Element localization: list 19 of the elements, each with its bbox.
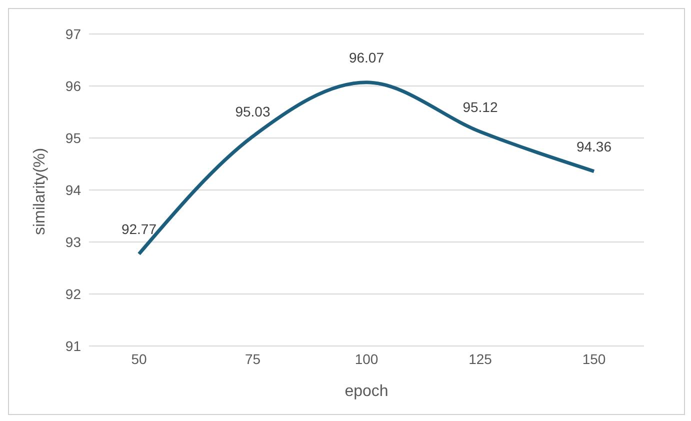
x-tick-label: 75: [244, 350, 261, 367]
data-label: 95.03: [235, 103, 270, 120]
x-tick-label: 50: [131, 350, 147, 367]
data-label: 92.77: [121, 220, 157, 237]
x-tick-label: 125: [468, 350, 492, 367]
y-tick-label: 93: [65, 234, 82, 250]
x-tick-label: 100: [354, 350, 378, 367]
y-tick-label: 92: [65, 286, 82, 302]
y-tick-label: 95: [65, 130, 82, 146]
y-tick-label: 91: [65, 338, 82, 354]
x-tick-label: 150: [582, 350, 606, 367]
y-tick-label: 94: [65, 182, 82, 198]
data-label: 95.12: [462, 98, 498, 115]
data-label: 96.07: [348, 49, 384, 66]
y-tick-label: 97: [65, 26, 82, 42]
data-label: 94.36: [576, 138, 612, 154]
x-axis-title: epoch: [344, 383, 388, 400]
y-axis-title: similarity(%): [32, 148, 49, 235]
y-tick-label: 96: [65, 78, 82, 94]
